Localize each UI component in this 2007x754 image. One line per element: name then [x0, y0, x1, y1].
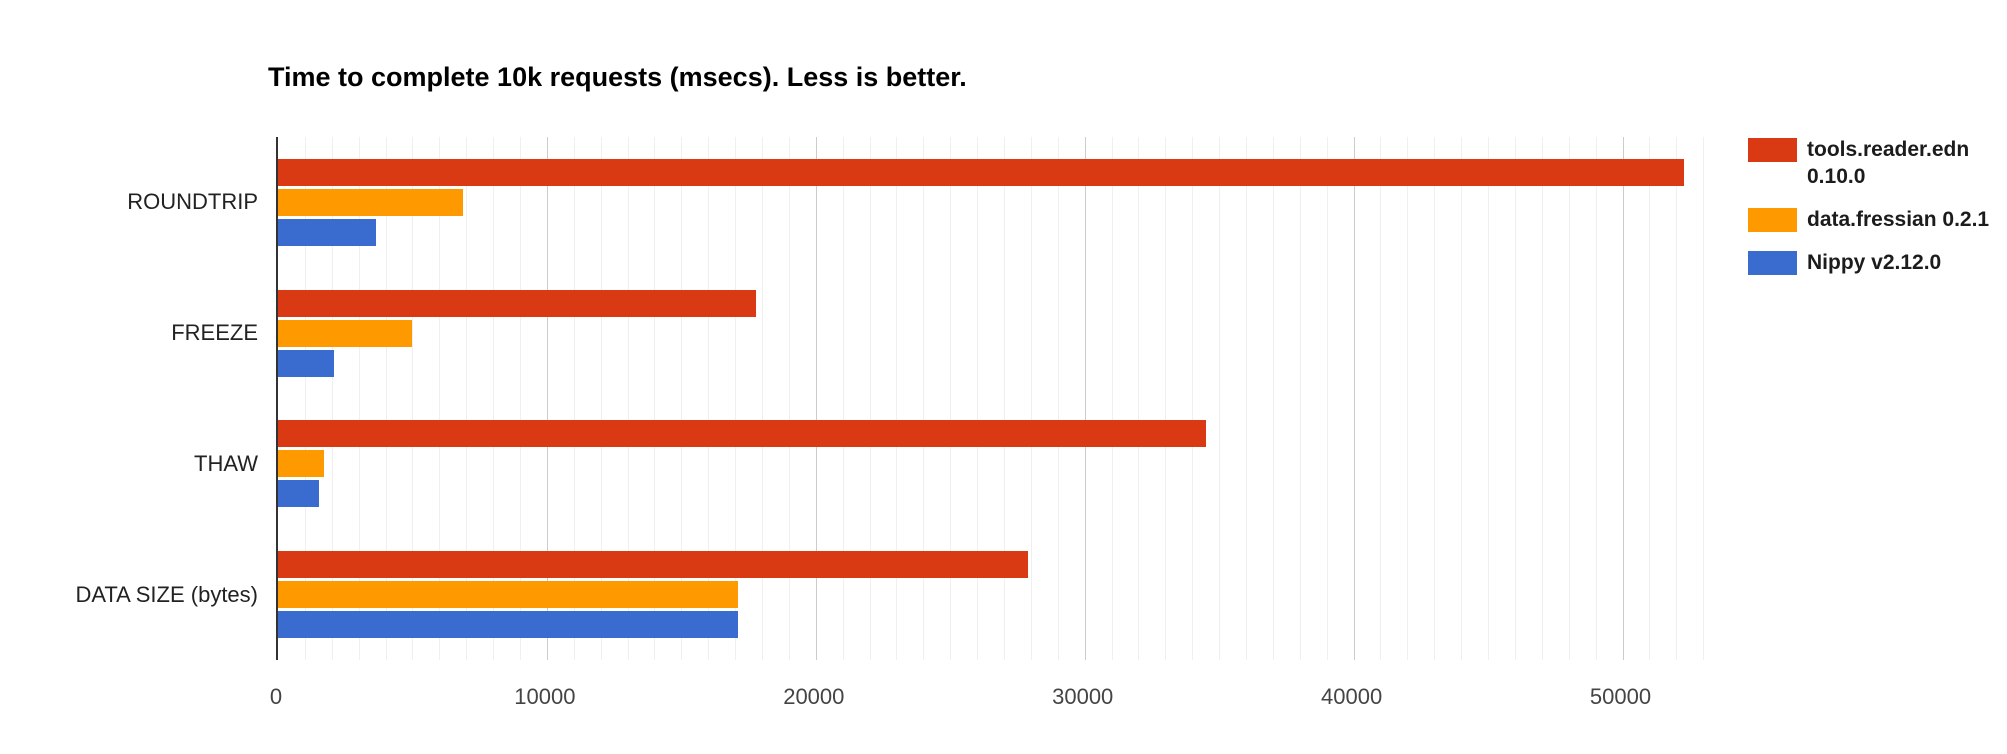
bar-group — [278, 399, 1722, 530]
x-tick-label: 0 — [269, 684, 283, 709]
category-label: DATA SIZE (bytes) — [75, 581, 258, 607]
legend: tools.reader.edn 0.10.0 data.fressian 0.2… — [1748, 136, 2007, 276]
minor-gridline — [358, 137, 360, 660]
minor-gridline — [1703, 137, 1705, 660]
bar-group — [278, 268, 1722, 399]
minor-gridline — [1407, 137, 1409, 660]
x-axis-ticks: 0 10000 20000 30000 40000 50000 — [270, 684, 1720, 716]
legend-item: data.fressian 0.2.1 — [1748, 206, 2007, 233]
minor-gridline — [1488, 137, 1490, 660]
x-tick-label: 50000 — [1589, 684, 1652, 709]
minor-gridline — [1434, 137, 1436, 660]
minor-gridline — [493, 137, 495, 660]
minor-gridline — [1299, 137, 1301, 660]
minor-gridline — [708, 137, 710, 660]
minor-gridline — [1380, 137, 1382, 660]
minor-gridline — [412, 137, 414, 660]
minor-gridline — [1326, 137, 1328, 660]
minor-gridline — [627, 137, 629, 660]
plot-area — [276, 137, 1722, 660]
minor-gridline — [762, 137, 764, 660]
bar[interactable] — [278, 218, 377, 246]
bar-group — [278, 137, 1722, 268]
minor-gridline — [681, 137, 683, 660]
category-axis: ROUNDTRIP FREEZE THAW DATA SIZE (bytes) — [0, 137, 258, 660]
legend-swatch — [1748, 208, 1797, 232]
bar[interactable] — [278, 319, 413, 347]
minor-gridline — [842, 137, 844, 660]
minor-gridline — [654, 137, 656, 660]
legend-label: data.fressian 0.2.1 — [1807, 208, 1990, 231]
legend-swatch — [1748, 251, 1797, 275]
minor-gridline — [1272, 137, 1274, 660]
minor-gridline — [1057, 137, 1059, 660]
minor-gridline — [573, 137, 575, 660]
minor-gridline — [923, 137, 925, 660]
minor-gridline — [735, 137, 737, 660]
minor-gridline — [1595, 137, 1597, 660]
x-tick-label: 30000 — [1052, 684, 1114, 709]
minor-gridline — [1514, 137, 1516, 660]
minor-gridline — [869, 137, 871, 660]
minor-gridline — [466, 137, 468, 660]
minor-gridline — [385, 137, 387, 660]
bar[interactable] — [278, 480, 320, 508]
bar[interactable] — [278, 349, 335, 377]
bar[interactable] — [278, 158, 1685, 186]
x-tick-label: 10000 — [514, 684, 576, 709]
minor-gridline — [977, 137, 979, 660]
bar-group — [278, 529, 1722, 660]
bar[interactable] — [278, 581, 738, 609]
minor-gridline — [520, 137, 521, 660]
chart-title: Time to complete 10k requests (msecs). L… — [268, 62, 967, 92]
minor-gridline — [1165, 137, 1167, 660]
category-label: FREEZE — [171, 320, 258, 346]
minor-gridline — [439, 137, 441, 660]
minor-gridline — [1461, 137, 1463, 660]
minor-gridline — [304, 137, 306, 660]
minor-gridline — [600, 137, 602, 660]
bar[interactable] — [278, 551, 1029, 579]
minor-gridline — [788, 137, 790, 660]
minor-gridline — [331, 137, 333, 660]
legend-item: Nippy v2.12.0 — [1748, 249, 2007, 276]
major-gridline — [546, 137, 548, 660]
minor-gridline — [1111, 137, 1113, 660]
minor-gridline — [1004, 137, 1006, 660]
category-label: THAW — [194, 450, 258, 476]
minor-gridline — [950, 137, 952, 660]
minor-gridline — [1030, 137, 1032, 660]
x-tick-label: 20000 — [783, 684, 845, 709]
legend-item: tools.reader.edn 0.10.0 — [1748, 136, 2007, 190]
bar[interactable] — [278, 289, 757, 317]
legend-label: Nippy v2.12.0 — [1807, 251, 1942, 274]
legend-label: tools.reader.edn 0.10.0 — [1807, 138, 1970, 188]
bar[interactable] — [278, 450, 325, 478]
bar[interactable] — [278, 611, 738, 639]
category-label: ROUNDTRIP — [127, 189, 258, 215]
minor-gridline — [1568, 137, 1570, 660]
minor-gridline — [1676, 137, 1678, 660]
minor-gridline — [1541, 137, 1543, 660]
major-gridline — [1353, 137, 1355, 660]
minor-gridline — [1246, 137, 1248, 660]
minor-gridline — [1192, 137, 1194, 660]
minor-gridline — [896, 137, 898, 660]
minor-gridline — [1138, 137, 1140, 660]
bar[interactable] — [278, 420, 1206, 448]
major-gridline — [1622, 137, 1624, 660]
major-gridline — [815, 137, 817, 660]
legend-swatch — [1748, 138, 1797, 162]
minor-gridline — [1219, 137, 1221, 660]
bar[interactable] — [278, 188, 463, 216]
x-tick-label: 40000 — [1321, 684, 1383, 709]
major-gridline — [1084, 137, 1086, 660]
minor-gridline — [1649, 137, 1651, 660]
